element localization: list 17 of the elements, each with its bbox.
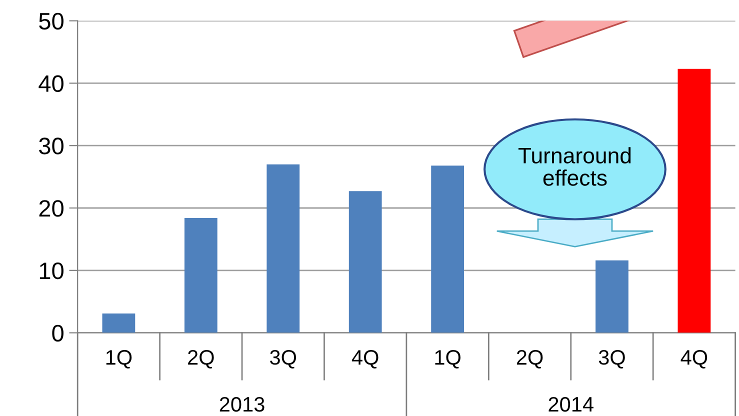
x-tick-label: 1Q xyxy=(106,350,132,368)
y-tick-label: 0 xyxy=(52,324,64,342)
text: 2014 xyxy=(548,396,594,412)
x-tick-label: 2Q xyxy=(188,350,214,368)
x-tick-label: 4Q xyxy=(680,350,708,368)
x-tick-label: 4Q xyxy=(352,350,378,368)
text: 2013 xyxy=(220,396,264,412)
x-tick-label: 1Q xyxy=(435,350,460,368)
y-tick-label: 40 xyxy=(38,75,64,92)
y-tick-label: 30 xyxy=(39,138,64,154)
x-tick-label: 3Q xyxy=(598,350,625,368)
y-tick-label: 50 xyxy=(39,12,64,30)
y-tick-label: 20 xyxy=(39,200,64,217)
y-tick-label: 10 xyxy=(40,262,64,280)
annotation: Turnaround effects xyxy=(518,147,631,186)
x-tick-label: 2Q xyxy=(516,350,543,368)
x-tick-label: 3Q xyxy=(270,350,296,368)
